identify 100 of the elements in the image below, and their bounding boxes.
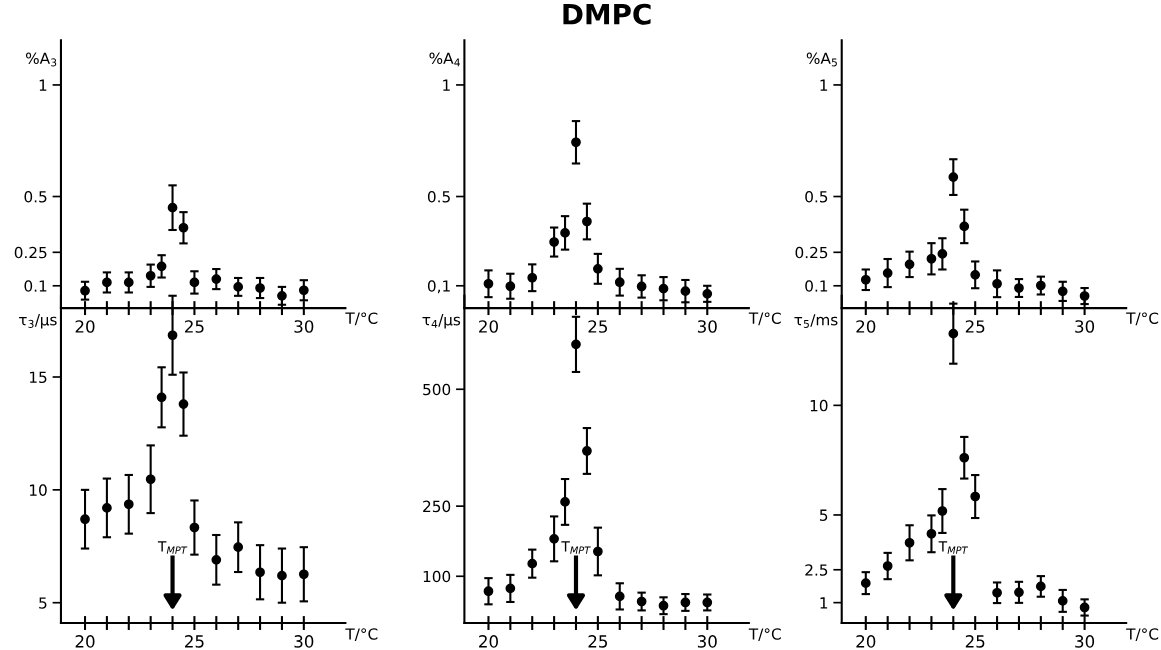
x-tick-label: 30 (1075, 635, 1095, 648)
x-tick-label: 25 (185, 635, 204, 648)
point (658, 283, 669, 294)
y-tick-label: 10 (810, 399, 828, 412)
point (882, 268, 893, 278)
y-tick-label: 15 (30, 371, 47, 384)
point (1014, 587, 1024, 598)
y-tick-label: 0.25 (14, 246, 47, 259)
y-tick-label: 1 (443, 79, 450, 91)
point (860, 578, 871, 588)
point (167, 202, 178, 213)
point (860, 274, 871, 285)
point (593, 546, 603, 557)
y-axis-title: %A$_{3}$ (25, 52, 57, 67)
x-tick-label: 20 (75, 635, 95, 648)
y-tick-label: 1 (820, 597, 828, 609)
x-tick-label: 25 (965, 320, 985, 333)
point (189, 277, 200, 288)
point (123, 499, 134, 510)
point (233, 542, 244, 553)
x-axis-title: T/°C (1126, 628, 1159, 641)
point (593, 263, 603, 274)
point (926, 253, 937, 264)
point (959, 452, 970, 463)
chart-title: DMPC (563, 3, 651, 25)
ref-line-label: T$_{MPT}$ (938, 541, 969, 554)
point (970, 269, 981, 280)
point (937, 249, 948, 259)
y-tick-label: 1 (820, 79, 828, 91)
point (505, 583, 516, 594)
x-axis-title: T/°C (345, 312, 378, 326)
x-tick-label: 20 (856, 635, 876, 648)
y-tick-label: 5 (819, 509, 828, 521)
point (1014, 283, 1024, 293)
y-tick-label: 0,1 (427, 280, 450, 294)
point (255, 567, 265, 578)
y-tick-label: 100 (423, 570, 451, 583)
point (156, 261, 167, 272)
x-tick-label: 30 (697, 320, 717, 333)
point (992, 587, 1002, 598)
point (680, 597, 691, 608)
point (211, 274, 222, 284)
ref-line-label: T$_{MPT}$ (561, 541, 591, 554)
point (959, 221, 970, 232)
y-axis-title: τ$_{5}$/ms (794, 314, 838, 328)
y-tick-label: 250 (423, 500, 451, 513)
point (948, 172, 959, 182)
point (636, 281, 647, 292)
point (582, 446, 592, 456)
y-tick-label: 500 (423, 383, 451, 396)
point (636, 596, 647, 607)
point (937, 506, 948, 516)
point (277, 290, 287, 301)
point (680, 286, 691, 297)
y-tick-label: 0.5 (805, 190, 828, 203)
point (527, 272, 538, 283)
point (123, 277, 134, 288)
y-tick-label: 10 (30, 484, 47, 496)
point (904, 537, 915, 548)
point (145, 474, 156, 485)
point (483, 278, 494, 289)
x-tick-label: 20 (479, 320, 498, 333)
point (1079, 291, 1090, 301)
x-tick-label: 25 (588, 320, 608, 333)
point (992, 278, 1002, 289)
x-tick-label: 30 (294, 635, 314, 648)
point (527, 558, 538, 569)
point (483, 586, 494, 597)
x-tick-label: 25 (965, 635, 985, 648)
x-tick-label: 30 (697, 635, 717, 648)
point (298, 285, 309, 296)
x-tick-label: 20 (856, 320, 876, 333)
y-axis-title: τ$_{3}$/µs (19, 314, 57, 329)
point (1057, 596, 1068, 606)
point (233, 282, 244, 292)
point (904, 259, 915, 270)
y-tick-label: 2.5 (805, 564, 828, 576)
point (614, 591, 625, 602)
x-tick-label: 30 (294, 320, 314, 333)
point (560, 228, 570, 238)
point (549, 237, 559, 247)
y-tick-label: 0.5 (24, 190, 47, 203)
point (156, 392, 167, 403)
point (277, 570, 287, 581)
y-axis-title: %A$_{5}$ (806, 52, 837, 67)
point (255, 283, 265, 293)
point (167, 330, 178, 341)
x-axis-title: T/°C (748, 628, 781, 641)
x-tick-label: 20 (75, 320, 95, 333)
y-tick-label: 0.5 (427, 190, 450, 203)
point (582, 216, 592, 227)
y-axis-title: %A$_{4}$ (429, 52, 460, 67)
point (1035, 581, 1046, 592)
point (882, 561, 893, 571)
x-tick-label: 25 (185, 320, 204, 333)
point (178, 222, 189, 233)
point (614, 277, 625, 288)
point (80, 285, 90, 296)
y-axis-title: τ$_{4}$/µs (422, 314, 461, 329)
x-tick-label: 20 (479, 635, 498, 648)
